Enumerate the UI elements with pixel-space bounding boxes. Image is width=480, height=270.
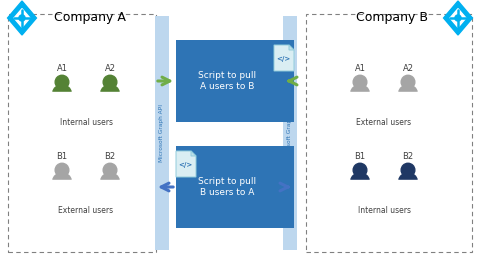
Ellipse shape: [399, 85, 417, 99]
Text: B1: B1: [57, 152, 68, 161]
Polygon shape: [274, 45, 294, 71]
Text: Company A: Company A: [54, 12, 126, 25]
Text: Script to pull
B users to A: Script to pull B users to A: [198, 177, 256, 197]
Bar: [342, 180, 378, 194]
Ellipse shape: [53, 173, 71, 187]
Bar: [155, 16, 169, 250]
Text: External users: External users: [59, 206, 114, 215]
Text: Internal users: Internal users: [60, 118, 112, 127]
Circle shape: [19, 15, 25, 21]
Polygon shape: [450, 9, 466, 27]
Text: A1: A1: [57, 64, 68, 73]
Ellipse shape: [351, 173, 369, 187]
Text: Internal users: Internal users: [358, 206, 410, 215]
Bar: [283, 16, 297, 250]
Ellipse shape: [101, 173, 119, 187]
Circle shape: [353, 163, 367, 177]
Bar: [390, 180, 426, 194]
Bar: [390, 92, 426, 106]
Polygon shape: [191, 151, 196, 156]
Text: A1: A1: [355, 64, 365, 73]
Polygon shape: [14, 9, 30, 27]
Circle shape: [401, 163, 415, 177]
Bar: [44, 92, 80, 106]
Text: </>: </>: [178, 161, 192, 167]
Ellipse shape: [351, 85, 369, 99]
Circle shape: [55, 75, 69, 89]
Polygon shape: [444, 1, 472, 35]
Polygon shape: [8, 1, 36, 35]
Circle shape: [55, 163, 69, 177]
Text: B1: B1: [354, 152, 366, 161]
Text: External users: External users: [357, 118, 411, 127]
Polygon shape: [176, 151, 196, 177]
Text: A2: A2: [403, 64, 413, 73]
Ellipse shape: [101, 85, 119, 99]
Bar: [92, 92, 128, 106]
Circle shape: [455, 15, 461, 21]
Bar: [92, 180, 128, 194]
Text: </>: </>: [276, 56, 290, 62]
Circle shape: [401, 75, 415, 89]
Circle shape: [103, 75, 117, 89]
Circle shape: [353, 75, 367, 89]
Bar: [342, 92, 378, 106]
Text: A2: A2: [105, 64, 116, 73]
Text: Microsoft Graph API: Microsoft Graph API: [159, 104, 165, 162]
Ellipse shape: [399, 173, 417, 187]
Text: B2: B2: [402, 152, 414, 161]
Text: Script to pull
A users to B: Script to pull A users to B: [198, 70, 256, 92]
Text: Company B: Company B: [356, 12, 428, 25]
Circle shape: [103, 163, 117, 177]
Text: B2: B2: [105, 152, 116, 161]
Text: Microsoft Graph API: Microsoft Graph API: [288, 104, 292, 162]
Polygon shape: [289, 45, 294, 50]
Bar: [176, 40, 294, 122]
Bar: [44, 180, 80, 194]
Ellipse shape: [53, 85, 71, 99]
Bar: [176, 146, 294, 228]
